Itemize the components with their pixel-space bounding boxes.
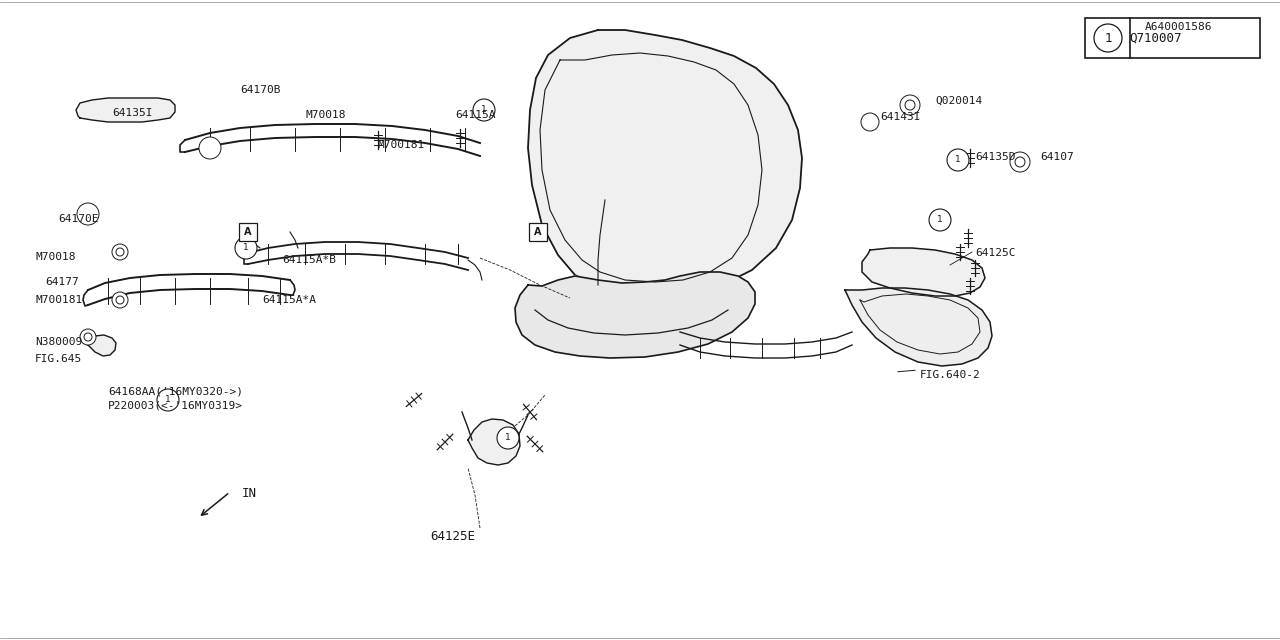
Circle shape xyxy=(861,113,879,131)
Polygon shape xyxy=(529,30,803,295)
Text: A: A xyxy=(244,227,252,237)
Text: 1: 1 xyxy=(165,396,170,404)
Text: 1: 1 xyxy=(1105,31,1112,45)
Text: M700181: M700181 xyxy=(35,295,82,305)
Text: A: A xyxy=(534,227,541,237)
Polygon shape xyxy=(468,419,520,465)
Circle shape xyxy=(1094,24,1123,52)
Bar xyxy=(1085,18,1260,58)
Text: 1: 1 xyxy=(955,156,961,164)
Text: 1: 1 xyxy=(937,216,943,225)
Text: 64125E: 64125E xyxy=(430,530,475,543)
Circle shape xyxy=(947,149,969,171)
Text: 64135I: 64135I xyxy=(113,108,152,118)
Text: M700181: M700181 xyxy=(378,140,425,150)
Circle shape xyxy=(474,99,495,121)
Text: 64135D: 64135D xyxy=(975,152,1015,162)
Circle shape xyxy=(900,95,920,115)
Polygon shape xyxy=(515,272,755,358)
Text: N380009: N380009 xyxy=(35,337,82,347)
Text: Q710007: Q710007 xyxy=(1129,31,1181,45)
Circle shape xyxy=(497,427,518,449)
Text: 64115A*A: 64115A*A xyxy=(262,295,316,305)
Circle shape xyxy=(79,329,96,345)
Circle shape xyxy=(1010,152,1030,172)
Circle shape xyxy=(113,244,128,260)
Text: 64125C: 64125C xyxy=(975,248,1015,258)
Text: FIG.640-2: FIG.640-2 xyxy=(920,370,980,380)
Text: 1: 1 xyxy=(243,243,248,253)
Bar xyxy=(239,223,257,241)
Text: FIG.645: FIG.645 xyxy=(35,354,82,364)
Text: 64107: 64107 xyxy=(1039,152,1074,162)
Polygon shape xyxy=(861,248,986,296)
Text: 64115A*B: 64115A*B xyxy=(282,255,335,265)
Polygon shape xyxy=(76,98,175,122)
Text: 64177: 64177 xyxy=(45,277,79,287)
Text: IN: IN xyxy=(242,487,257,500)
Text: M70018: M70018 xyxy=(306,110,347,120)
Text: 1: 1 xyxy=(506,433,511,442)
Polygon shape xyxy=(845,288,992,366)
Circle shape xyxy=(929,209,951,231)
Text: 64115A: 64115A xyxy=(454,110,495,120)
Circle shape xyxy=(84,333,92,341)
Circle shape xyxy=(77,203,99,225)
Text: P220003(<-'16MY0319>: P220003(<-'16MY0319> xyxy=(108,400,243,410)
Circle shape xyxy=(198,137,221,159)
Text: M70018: M70018 xyxy=(35,252,76,262)
Text: 64143I: 64143I xyxy=(881,112,920,122)
Circle shape xyxy=(1015,157,1025,167)
Circle shape xyxy=(157,389,179,411)
Text: 1: 1 xyxy=(481,106,486,115)
Text: 64170E: 64170E xyxy=(58,214,99,224)
Circle shape xyxy=(236,237,257,259)
Circle shape xyxy=(116,296,124,304)
Text: 64170B: 64170B xyxy=(241,85,280,95)
Text: A640001586: A640001586 xyxy=(1146,22,1212,32)
Text: 64168AA('16MY0320->): 64168AA('16MY0320->) xyxy=(108,386,243,396)
Circle shape xyxy=(905,100,915,110)
Circle shape xyxy=(113,292,128,308)
Bar xyxy=(529,223,547,241)
Text: Q020014: Q020014 xyxy=(934,96,982,106)
Polygon shape xyxy=(88,335,116,356)
Circle shape xyxy=(116,248,124,256)
